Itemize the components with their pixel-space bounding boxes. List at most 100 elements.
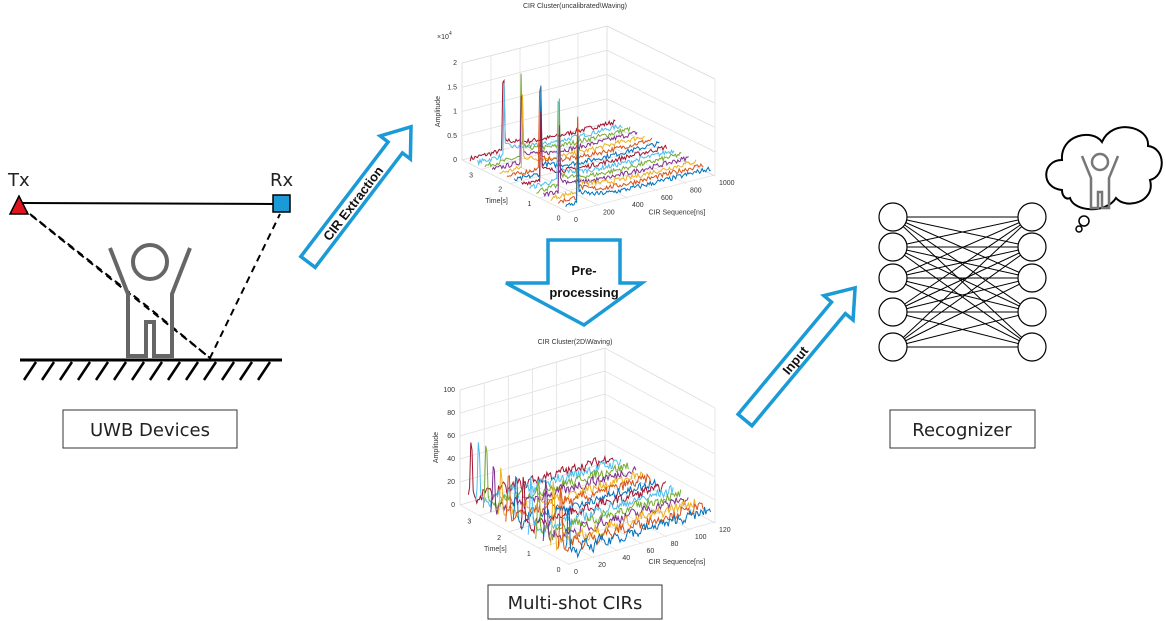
time-tick-label: 2 <box>497 535 501 542</box>
arrow-label: Pre- <box>571 263 596 278</box>
clean-cir-plot: 0 20 40 60 80 100 0 20 40 60 80 100 120 0 1 2 3 CIR Seque… <box>433 339 731 576</box>
grid-line <box>607 26 715 79</box>
y-tick-label: 1 <box>453 109 457 116</box>
los-line <box>22 203 274 204</box>
x-tick-label: 20 <box>598 562 606 569</box>
x-tick-label: 600 <box>661 195 673 202</box>
x-tick-label: 400 <box>632 202 644 209</box>
hatch-line <box>168 362 180 380</box>
preprocessing-arrow: Pre- processing <box>506 240 642 325</box>
plot-title: CIR Cluster(2D\Waving) <box>538 339 613 346</box>
x-tick-label: 100 <box>695 534 707 541</box>
time-tick-label: 0 <box>557 567 561 574</box>
time-tick-label: 1 <box>527 551 531 558</box>
grid-line <box>510 147 655 184</box>
x-tick-label: 80 <box>671 541 679 548</box>
grid-line <box>605 348 715 408</box>
x-axis-label: CIR Sequence[ns] <box>649 559 706 566</box>
hatch-line <box>150 362 162 380</box>
y-tick-label: 40 <box>447 456 455 463</box>
grid-line <box>462 26 607 63</box>
x-tick-label: 60 <box>647 548 655 555</box>
hatch-line <box>24 362 36 380</box>
ground-hatch <box>24 362 270 380</box>
x-axis-label: CIR Sequence[ns] <box>649 210 706 217</box>
hatch-line <box>240 362 252 380</box>
neuron <box>1018 264 1046 292</box>
input-arrow: Input <box>730 276 869 432</box>
y-tick-label: 0.5 <box>447 133 457 140</box>
x-tick-label: 200 <box>603 210 615 217</box>
y-tick-label: 100 <box>443 387 455 394</box>
hatch-line <box>222 362 234 380</box>
grid-line <box>607 75 715 128</box>
neuron <box>879 298 907 326</box>
neuron <box>1018 333 1046 361</box>
x-tick-label: 120 <box>719 527 731 534</box>
uwb-scene: Tx Rx UWB Devices <box>7 170 294 448</box>
scale-label: ×10 <box>437 34 449 41</box>
neuron <box>879 333 907 361</box>
neural-net <box>879 203 1046 361</box>
grid-line <box>462 99 607 136</box>
y-axis-label: Amplitude <box>433 432 440 463</box>
hatch-line <box>114 362 126 380</box>
arrow-label: processing <box>549 285 618 300</box>
hatch-line <box>258 362 270 380</box>
arrow-label: CIR Extraction <box>320 163 386 243</box>
grid-line <box>607 50 715 103</box>
time-tick-label: 3 <box>469 172 473 179</box>
y-tick-label: 1.5 <box>447 84 457 91</box>
y-tick-label: 20 <box>447 479 455 486</box>
reflect-path <box>22 208 280 358</box>
hatch-line <box>60 362 72 380</box>
rx-icon <box>273 195 290 212</box>
time-tick-label: 2 <box>498 187 502 194</box>
extraction-arrow: CIR Extraction <box>293 115 426 273</box>
grid-line <box>605 371 715 431</box>
grid-line <box>605 394 715 454</box>
grid-line <box>462 50 607 87</box>
bubble <box>1079 216 1089 226</box>
multishot-label: Multi-shot CIRs <box>508 593 643 614</box>
time-tick-label: 1 <box>527 201 531 208</box>
bubble <box>1076 226 1082 232</box>
hatch-line <box>78 362 90 380</box>
y-tick-label: 0 <box>451 502 455 509</box>
hatch-line <box>132 362 144 380</box>
tx-label: Tx <box>7 170 30 191</box>
time-tick-label: 0 <box>557 215 561 222</box>
recognizer-label: Recognizer <box>912 420 1012 441</box>
y-axis-label: Amplitude <box>435 96 442 127</box>
x-tick-label: 800 <box>690 187 702 194</box>
y-tick-label: 2 <box>453 60 457 67</box>
t-axis-label: Time[s] <box>485 198 508 205</box>
neuron <box>1018 203 1046 231</box>
t-axis-label: Time[s] <box>484 546 507 553</box>
hatch-line <box>186 362 198 380</box>
grid-line <box>607 99 715 152</box>
plot-title: CIR Cluster(uncalibrated\Waving) <box>523 3 627 10</box>
neuron <box>879 203 907 231</box>
x-tick-label: 0 <box>574 569 578 576</box>
neuron <box>879 264 907 292</box>
scale-exponent: 4 <box>449 31 452 37</box>
arrow-shape <box>506 240 642 325</box>
neuron <box>879 233 907 261</box>
y-tick-label: 60 <box>447 433 455 440</box>
devices-label: UWB Devices <box>90 420 210 441</box>
y-tick-label: 80 <box>447 410 455 417</box>
neuron <box>1018 233 1046 261</box>
x-tick-label: 1000 <box>719 180 735 187</box>
hatch-line <box>42 362 54 380</box>
x-tick-label: 0 <box>574 217 578 224</box>
time-tick-label: 3 <box>467 519 471 526</box>
diagram: Tx Rx UWB Devices CIR Extraction Pre- pr… <box>0 0 1166 621</box>
neuron <box>1018 298 1046 326</box>
thought-cloud <box>1046 127 1162 232</box>
person-icon <box>110 245 190 356</box>
grid-line <box>462 75 607 112</box>
x-tick-label: 40 <box>622 555 630 562</box>
tx-icon <box>10 196 28 214</box>
